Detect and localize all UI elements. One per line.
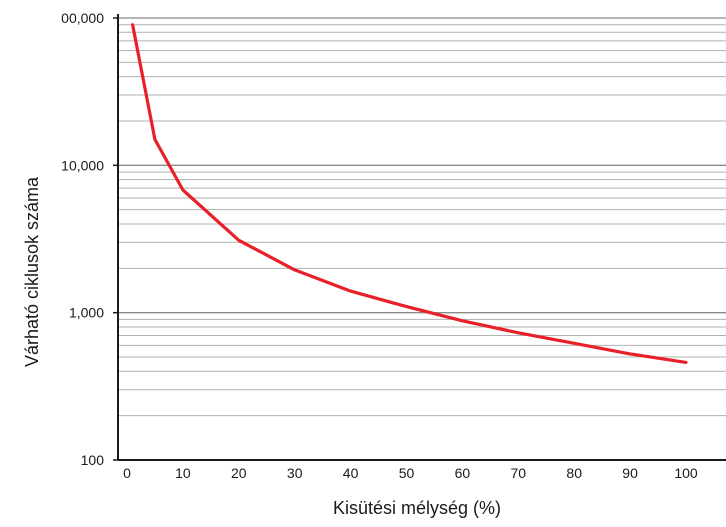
- x-tick-label: 40: [343, 465, 359, 481]
- y-tick-label: 100: [81, 452, 105, 468]
- y-tick-label: 1,000: [69, 305, 104, 321]
- x-tick-label: 90: [622, 465, 638, 481]
- series-layer: [131, 23, 688, 364]
- x-tick-label: 100: [674, 465, 698, 481]
- x-axis-title: Kisütési mélység (%): [333, 498, 501, 518]
- y-tick-label: 10,000: [61, 157, 104, 173]
- y-axis-title: Várható ciklusok száma: [22, 176, 42, 367]
- x-tick-label: 20: [231, 465, 247, 481]
- x-tick-label: 0: [123, 465, 131, 481]
- gridlines: [118, 17, 726, 461]
- x-tick-label: 30: [287, 465, 303, 481]
- x-tick-label: 80: [566, 465, 582, 481]
- x-tick-label: 70: [511, 465, 527, 481]
- y-tick-label: 00,000: [61, 10, 104, 26]
- x-tick-labels: 0 10 20 30 40 50 60 70 80 90 100: [123, 465, 698, 481]
- x-tick-label: 60: [455, 465, 471, 481]
- x-tick-label: 10: [175, 465, 191, 481]
- x-tick-label: 50: [399, 465, 415, 481]
- series-line: [131, 23, 688, 364]
- axes: [117, 14, 726, 461]
- y-tick-labels: 100 1,000 10,000 00,000: [61, 10, 118, 468]
